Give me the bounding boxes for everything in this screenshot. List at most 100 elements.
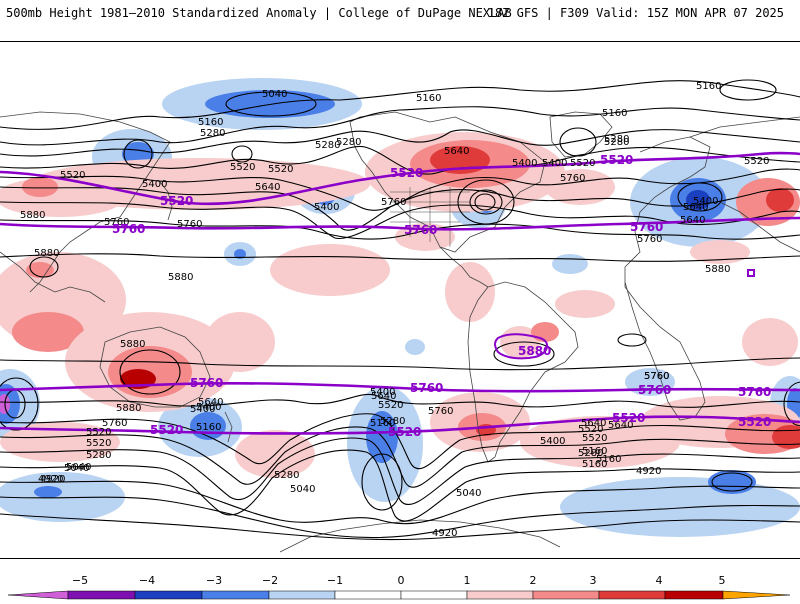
colorbar-segment [722,590,791,600]
south-america-outline [467,281,579,463]
height-contour [0,437,800,506]
highlight-label: 5880 [518,344,551,358]
contour-label: 5880 [20,210,45,221]
contour-label: 5520 [378,400,403,411]
contour-label: 4920 [40,474,65,485]
closed-low-contour [4,389,26,419]
contour-5760-south [0,381,800,393]
contour-5880-africa [747,269,755,277]
anomaly-area [531,322,559,342]
highlight-contours [0,151,800,435]
anomaly-area [22,177,58,197]
europe-africa-outline [624,136,711,421]
anomaly-area [742,318,798,366]
colorbar-segments [7,590,791,600]
contour-label: 4920 [38,474,63,485]
contour-label: 5160 [196,422,221,433]
colorbar-tick-label: −2 [262,574,278,587]
greenland-outline [549,111,613,158]
contour-label: 5640 [255,182,280,193]
highlight-label: 5520 [600,153,633,167]
colorbar-ticks: −5 −4 −3 −2 −1 0 1 2 3 4 5 [72,574,726,587]
contour-label: 5520 [578,424,603,435]
contour-label: 5520 [86,438,111,449]
contour-label: 5040 [262,89,287,100]
highlight-label: 5520 [160,194,193,208]
highlight-label: 5760 [112,222,145,236]
anomaly-area [26,262,54,278]
contour-label: 5640 [371,391,396,402]
us-states-grid [390,187,470,247]
contour-label: 5400 [512,158,537,169]
height-contour [0,480,800,525]
height-contour [0,413,800,470]
colorbar-segment [334,590,402,600]
contour-label: 5280 [336,137,361,148]
contour-label: 5400 [370,387,395,398]
contour-label: 5160 [370,418,395,429]
contour-label: 5880 [705,264,730,275]
highlight-label: 5760 [638,383,671,397]
highlight-label: 5760 [410,381,443,395]
contour-label: 5280 [315,140,340,151]
contour-label: 5400 [190,404,215,415]
colorbar-segment [201,590,270,600]
colorbar-svg: −5 −4 −3 −2 −1 0 1 2 3 4 5 [7,574,791,600]
anomaly-area [34,486,62,498]
contour-label: 5760 [637,234,662,245]
colorbar-tick-label: −1 [327,574,343,587]
contour-label: 5520 [230,162,255,173]
contour-label: 5760 [644,371,669,382]
closed-low-contour [457,179,515,225]
colorbar-segment [7,590,69,600]
contour-label: 5400 [196,402,221,413]
contour-label: 5040 [64,463,89,474]
contour-label: 5520 [570,158,595,169]
anomaly-area [0,472,125,522]
height-contour [0,393,800,408]
height-contour [0,186,800,231]
contour-label: 5400 [693,196,718,207]
highlight-label: 5760 [738,385,771,399]
contour-label: 5760 [560,173,585,184]
highlight-contour-labels: 5520 5760 5520 5760 5520 5760 5520 5760 … [112,153,771,439]
contour-5880-south-america [494,333,549,360]
contour-label: 5160 [582,459,607,470]
height-contour [0,357,800,371]
north-america-outline [349,111,546,253]
contour-label: 5160 [696,81,721,92]
contour-label: 5520 [744,156,769,167]
contour-label: 5760 [177,219,202,230]
colorbar-tick-label: −3 [206,574,222,587]
contour-label: 5160 [416,93,441,104]
closed-high-contour [493,341,555,367]
contour-5760-north [0,216,800,231]
anomaly-area [545,169,615,205]
colorbar-tick-label: 1 [464,574,471,587]
highlight-label: 5520 [150,423,183,437]
header: 500mb Height 1981–2010 Standardized Anom… [0,0,800,24]
contour-label: 5280 [604,134,629,145]
colorbar-tick-label: 4 [656,574,663,587]
anomaly-map: 5040 5160 5160 5160 5280 5280 5280 5160 … [0,78,800,553]
contour-label: 5640 [680,215,705,226]
height-contour [0,253,800,262]
contour-label: 5640 [198,397,223,408]
colorbar-segment [598,590,666,600]
contour-label: 5760 [381,197,406,208]
colorbar-segment [664,590,724,600]
anomaly-area [0,177,125,217]
contour-label: 5640 [608,420,633,431]
contour-label: 5160 [596,454,621,465]
colorbar-segment [466,590,534,600]
anomaly-area [270,244,390,296]
anomaly-area [555,290,615,318]
highlight-label: 5760 [630,220,663,234]
contour-5520-north [0,151,800,206]
contour-label: 5640 [683,202,708,213]
contour-label: 5160 [582,446,607,457]
contour-labels: 5040 5160 5160 5160 5280 5280 5280 5160 … [20,81,769,539]
closed-low-contour [711,472,753,492]
contour-label: 5760 [104,217,129,228]
anomaly-area [205,312,275,372]
